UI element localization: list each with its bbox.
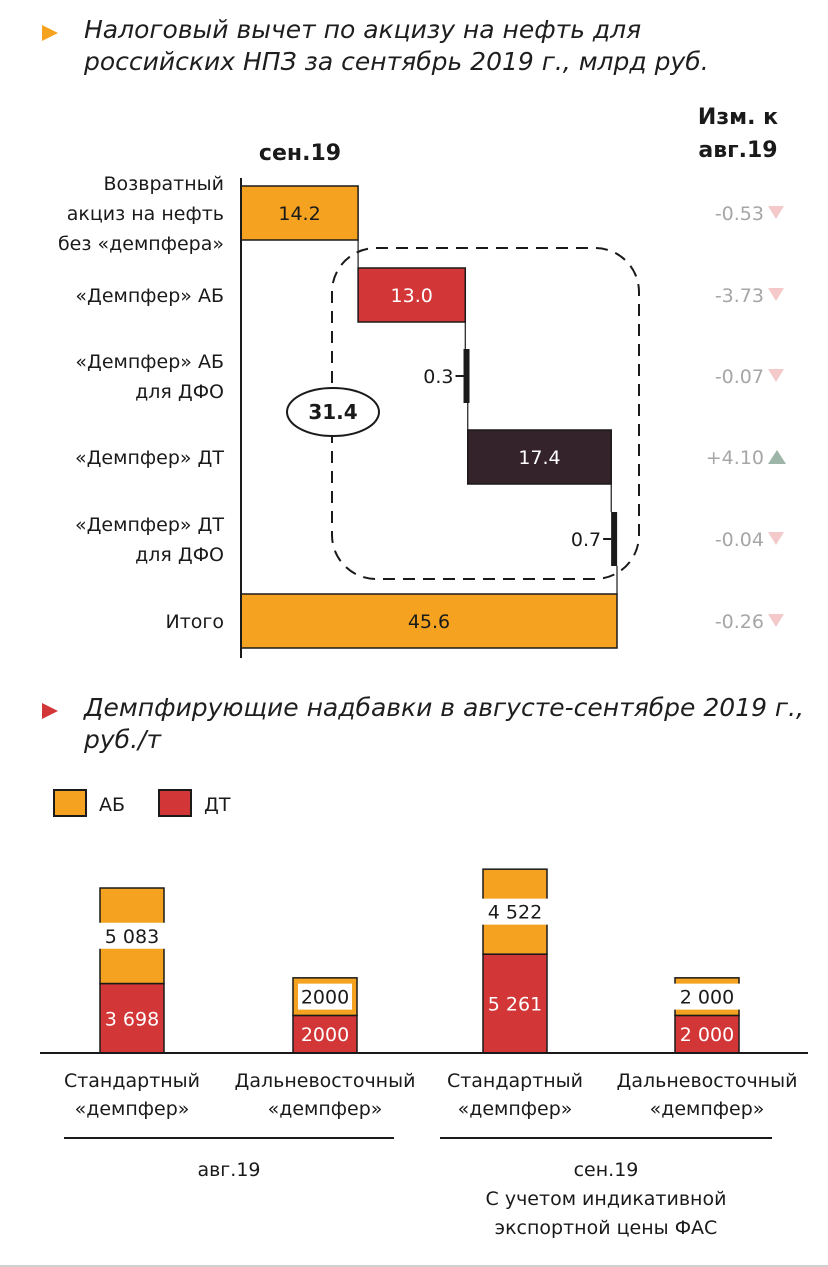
stacked-chart-title: Демпфирующие надбавки в августе-сентябре…	[84, 693, 804, 754]
waterfall-chart: сен.19 Изм. к авг.19 31.4 Возвратный акциз на…	[58, 105, 786, 658]
change-value: +4.10	[706, 447, 764, 469]
group-label: авг.19	[197, 1159, 260, 1181]
down-arrow-icon	[768, 288, 784, 301]
group-label: сен.19	[574, 1159, 639, 1181]
waterfall-bar	[357, 267, 467, 323]
legend-label: ДТ	[204, 794, 231, 816]
bar-value-label: 2 000	[680, 1024, 734, 1046]
page-bottom-divider	[0, 1265, 828, 1267]
bar-value-label: 2000	[301, 987, 349, 1009]
bracket-total-label: 31.4	[308, 400, 357, 424]
change-value: -0.26	[715, 611, 764, 633]
group-label: С учетом индикативной	[486, 1188, 727, 1210]
stacked-bar-segment	[674, 1014, 740, 1054]
category-label: «Демпфер» АБ	[75, 351, 224, 373]
change-value: -0.07	[715, 366, 764, 388]
stacked-bar-segment	[482, 953, 548, 1054]
category-label: «Демпфер» АБ	[75, 285, 224, 307]
category-label: акциз на нефть	[67, 203, 224, 225]
value-label: 0.3	[423, 366, 453, 388]
category-label: «Демпфер» ДТ	[75, 447, 224, 469]
down-arrow-icon	[768, 206, 784, 219]
category-label: Стандартный	[447, 1070, 583, 1092]
bar-value-label: 5 083	[105, 926, 159, 948]
title-marker-icon	[42, 703, 58, 719]
change-value: -0.04	[715, 529, 764, 551]
value-label: 0.7	[571, 529, 601, 551]
waterfall-bar	[240, 185, 359, 241]
value-label: 17.4	[518, 447, 560, 469]
legend-swatch	[53, 789, 87, 817]
bar-value-label: 3 698	[105, 1008, 159, 1030]
category-label: Итого	[165, 611, 224, 633]
down-arrow-icon	[768, 532, 784, 545]
legend-label: АБ	[99, 794, 125, 816]
change-value: -0.53	[715, 203, 764, 225]
value-label: 45.6	[408, 611, 450, 633]
category-label: Возвратный	[103, 173, 224, 195]
waterfall-bar	[467, 429, 612, 485]
category-label: «Демпфер» ДТ	[75, 514, 224, 536]
category-label: Дальневосточный	[617, 1070, 798, 1092]
change-header-line1: Изм. к	[698, 105, 778, 130]
waterfall-bar	[240, 593, 618, 649]
category-label: Дальневосточный	[235, 1070, 416, 1092]
value-label: 13.0	[391, 285, 433, 307]
bracket-total-ellipse	[286, 387, 380, 437]
bar-value-label: 2000	[301, 1024, 349, 1046]
bar-value-label-bg	[298, 983, 352, 1010]
category-label: Стандартный	[64, 1070, 200, 1092]
category-label: «демпфер»	[75, 1098, 190, 1120]
waterfall-bar	[463, 349, 470, 403]
bar-value-label: 2 000	[680, 987, 734, 1009]
column-header: сен.19	[259, 141, 341, 166]
legend-swatch	[158, 789, 192, 817]
change-value: -3.73	[715, 285, 764, 307]
bar-value-label: 4 522	[488, 902, 542, 924]
down-arrow-icon	[768, 369, 784, 382]
category-label: без «демпфера»	[58, 233, 224, 255]
category-label: «демпфер»	[650, 1098, 765, 1120]
waterfall-bar	[611, 512, 618, 566]
group-label: экспортной цены ФАС	[495, 1217, 718, 1239]
category-label: для ДФО	[135, 544, 224, 566]
category-label: для ДФО	[135, 381, 224, 403]
down-arrow-icon	[768, 614, 784, 627]
category-label: «демпфер»	[458, 1098, 573, 1120]
bar-value-label: 5 261	[488, 994, 542, 1016]
bar-value-label-bg	[674, 983, 740, 1010]
waterfall-chart-title: Налоговый вычет по акцизу на нефть для р…	[84, 15, 709, 76]
bar-value-label-bg	[482, 898, 548, 925]
change-header-line2: авг.19	[698, 138, 777, 163]
value-label: 14.2	[278, 203, 320, 225]
title-marker-icon	[42, 25, 58, 41]
category-label: «демпфер»	[268, 1098, 383, 1120]
bar-value-label-bg	[99, 922, 165, 949]
up-arrow-icon	[768, 450, 786, 464]
